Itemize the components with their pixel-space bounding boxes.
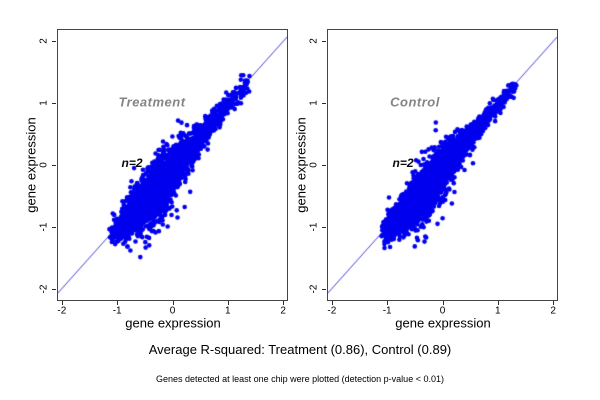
x-tick-label: 2 xyxy=(280,305,286,317)
y-axis-tick xyxy=(52,103,56,104)
treatment-scatter-canvas xyxy=(58,30,287,300)
control-scatter-canvas xyxy=(328,30,557,300)
plot-footnote: Genes detected at least one chip were pl… xyxy=(156,374,444,384)
y-tick-label: 1 xyxy=(308,100,320,106)
x-axis-tick xyxy=(228,301,229,305)
x-tick-label: -1 xyxy=(112,305,122,317)
y-tick-label: -1 xyxy=(38,222,50,232)
treatment-panel-title: Treatment xyxy=(118,94,186,110)
y-axis-tick xyxy=(322,165,326,166)
x-tick-label: -2 xyxy=(327,305,337,317)
y-tick-label: -2 xyxy=(308,284,320,294)
x-axis-tick xyxy=(117,301,118,305)
y-axis-tick xyxy=(52,289,56,290)
control-x-axis-label: gene expression xyxy=(395,315,491,331)
x-axis-tick xyxy=(443,301,444,305)
y-axis-tick xyxy=(322,41,326,42)
y-tick-label: 0 xyxy=(308,162,320,168)
x-tick-label: 1 xyxy=(495,305,501,317)
x-tick-label: -2 xyxy=(57,305,67,317)
r-squared-caption: Average R-squared: Treatment (0.86), Con… xyxy=(148,342,452,357)
y-axis-tick xyxy=(52,165,56,166)
x-tick-label: 0 xyxy=(439,305,446,317)
x-tick-label: -1 xyxy=(382,305,392,317)
x-axis-tick xyxy=(62,301,63,305)
y-tick-label: 0 xyxy=(38,162,50,168)
control-panel-title: Control xyxy=(390,94,440,110)
x-axis-tick xyxy=(387,301,388,305)
control-plot-frame xyxy=(327,29,558,301)
x-axis-tick xyxy=(498,301,499,305)
y-axis-tick xyxy=(322,289,326,290)
y-axis-tick xyxy=(322,227,326,228)
x-tick-label: 1 xyxy=(225,305,231,317)
x-tick-label: 2 xyxy=(550,305,556,317)
y-axis-tick xyxy=(52,41,56,42)
y-tick-label: 2 xyxy=(38,38,50,45)
x-axis-tick xyxy=(283,301,284,305)
treatment-n-annotation: n=2 xyxy=(121,156,143,170)
y-axis-tick xyxy=(322,103,326,104)
x-tick-label: 0 xyxy=(169,305,176,317)
x-axis-tick xyxy=(173,301,174,305)
y-axis-tick xyxy=(52,227,56,228)
control-n-annotation: n=2 xyxy=(392,156,414,170)
control-y-axis-label: gene expression xyxy=(293,117,309,213)
treatment-x-axis-label: gene expression xyxy=(125,315,221,331)
treatment-y-axis-label: gene expression xyxy=(23,117,39,213)
y-tick-label: -1 xyxy=(308,222,320,232)
y-tick-label: 2 xyxy=(308,38,320,45)
x-axis-tick xyxy=(553,301,554,305)
y-tick-label: -2 xyxy=(38,284,50,294)
y-tick-label: 1 xyxy=(38,100,50,106)
treatment-plot-frame xyxy=(57,29,288,301)
x-axis-tick xyxy=(332,301,333,305)
